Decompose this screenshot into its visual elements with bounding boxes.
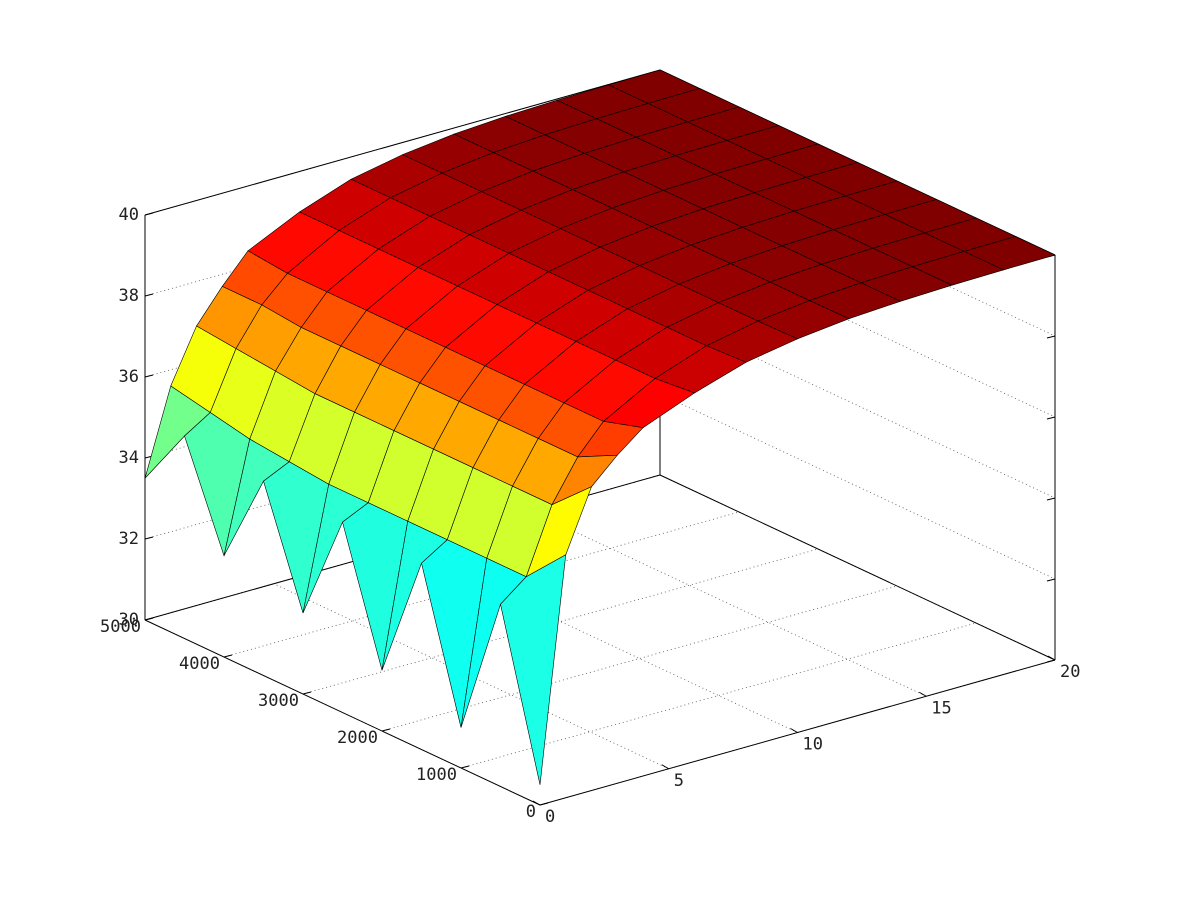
- tick-mark: [223, 654, 233, 658]
- tick-mark: [1046, 497, 1056, 501]
- tick-mark: [539, 802, 549, 806]
- z-tick-label: 40: [119, 205, 139, 225]
- tick-mark: [1046, 416, 1056, 420]
- x-tick-label: 0: [545, 807, 555, 827]
- axis-line: [659, 474, 1056, 661]
- tick-mark: [144, 212, 154, 216]
- tick-mark: [460, 765, 470, 769]
- x-tick-label: 15: [931, 698, 951, 718]
- grid-line: [273, 583, 669, 770]
- tick-mark: [661, 764, 669, 770]
- x-tick-label: 10: [803, 735, 823, 755]
- z-tick-label: 36: [119, 367, 139, 387]
- tick-mark: [381, 728, 391, 732]
- z-tick-label: 32: [119, 529, 139, 549]
- y-tick-label: 4000: [179, 654, 220, 674]
- axis-line: [144, 69, 661, 216]
- z-tick-label: 38: [119, 286, 139, 306]
- grid-line: [659, 393, 1056, 580]
- x-tick-label: 5: [674, 771, 684, 791]
- y-tick-label: 3000: [258, 691, 299, 711]
- tick-mark: [144, 617, 154, 621]
- tick-mark: [532, 800, 541, 806]
- axis-line: [144, 619, 541, 806]
- surface-patch: [500, 554, 567, 785]
- z-tick-label: 30: [119, 610, 139, 630]
- y-tick-label: 5000: [100, 617, 141, 637]
- tick-mark: [144, 293, 154, 297]
- tick-mark: [1047, 655, 1056, 661]
- tick-mark: [1046, 578, 1056, 582]
- y-tick-label: 1000: [416, 765, 457, 785]
- tick-mark: [144, 374, 154, 378]
- grid-line: [402, 547, 798, 733]
- tick-mark: [144, 536, 154, 540]
- tick-mark: [919, 691, 927, 697]
- tick-mark: [1046, 335, 1056, 339]
- x-tick-label: 20: [1060, 662, 1080, 682]
- y-tick-label: 0: [526, 802, 536, 822]
- tick-mark: [302, 691, 312, 695]
- y-tick-label: 2000: [337, 728, 378, 748]
- tick-mark: [1046, 659, 1056, 663]
- z-tick-label: 34: [119, 448, 139, 468]
- tick-mark: [790, 728, 798, 733]
- grid-line: [531, 510, 927, 697]
